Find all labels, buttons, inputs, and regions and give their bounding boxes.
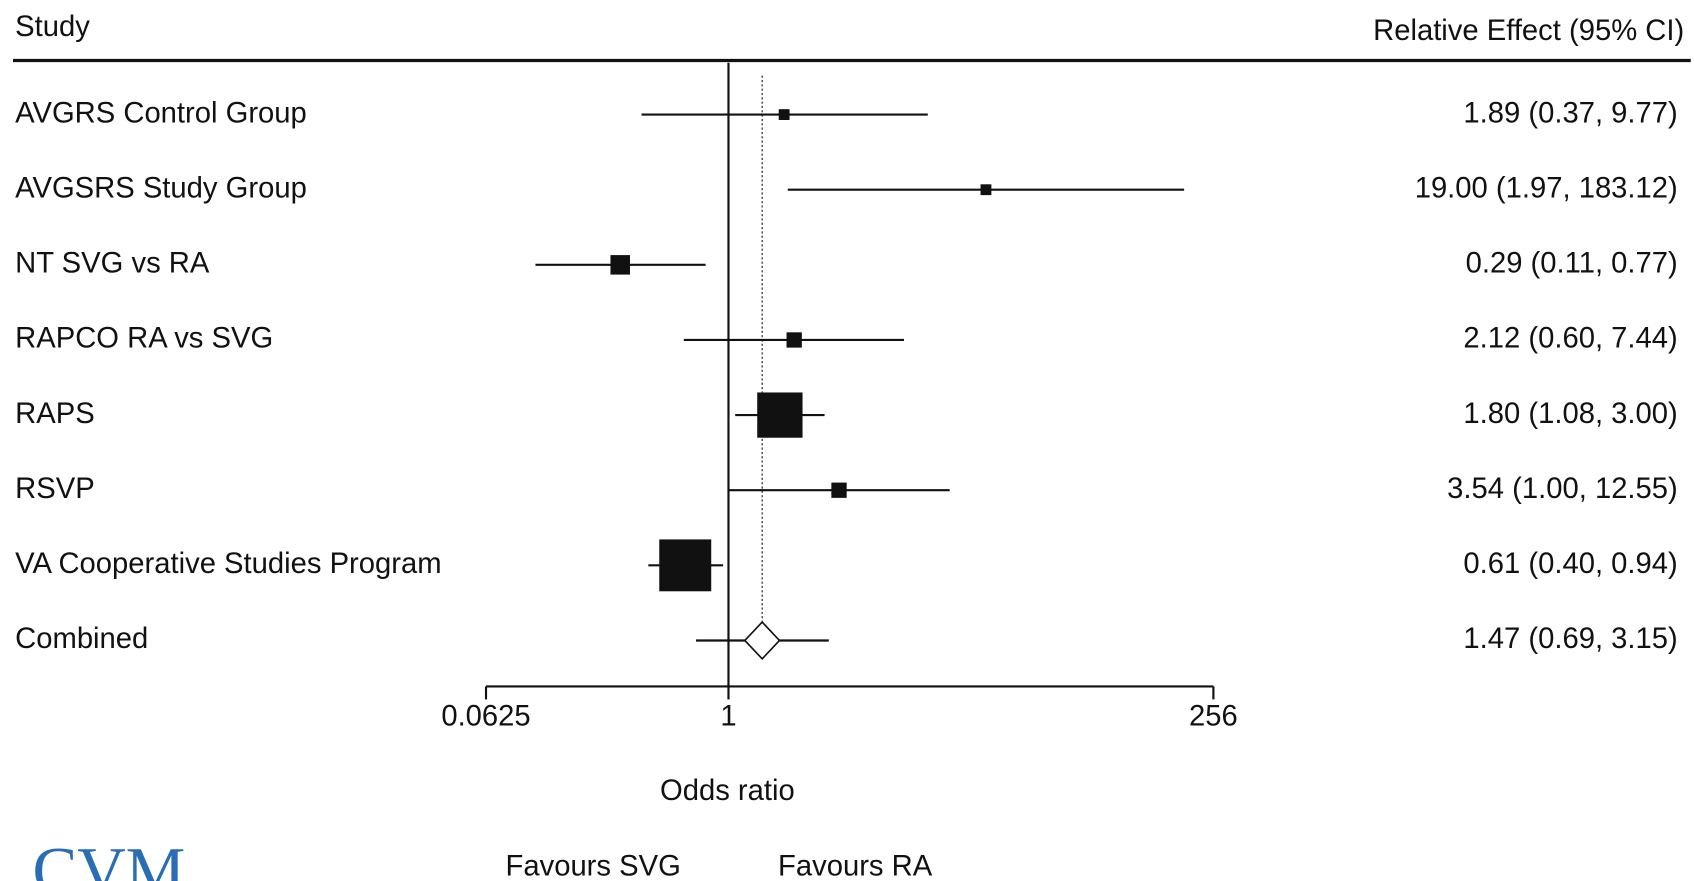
effect-label: 3.54 (1.00, 12.55) — [1447, 473, 1678, 505]
effect-box — [659, 539, 712, 592]
effect-label: 1.47 (0.69, 3.15) — [1463, 623, 1677, 655]
x-axis-label: Odds ratio — [660, 775, 795, 807]
study-label: RSVP — [15, 473, 95, 505]
x-tick-label: 256 — [1189, 701, 1238, 733]
favours-left: Favours SVG — [506, 851, 681, 881]
header-left: Study — [15, 11, 90, 43]
logo: CVM — [32, 833, 185, 881]
study-label: NT SVG vs RA — [15, 248, 210, 280]
effect-label: 0.29 (0.11, 0.77) — [1466, 248, 1678, 280]
effect-box — [980, 184, 992, 196]
effect-label: 0.61 (0.40, 0.94) — [1463, 548, 1677, 580]
effect-label: 19.00 (1.97, 183.12) — [1415, 172, 1678, 204]
study-label: RAPCO RA vs SVG — [15, 323, 273, 355]
effect-label: 1.80 (1.08, 3.00) — [1463, 398, 1677, 430]
effect-label: 2.12 (0.60, 7.44) — [1463, 323, 1677, 355]
study-label: VA Cooperative Studies Program — [15, 548, 441, 580]
study-label: RAPS — [15, 398, 95, 430]
favours-right: Favours RA — [778, 851, 933, 881]
effect-label: 1.89 (0.37, 9.77) — [1463, 97, 1677, 129]
effect-box — [757, 392, 803, 438]
study-label: Combined — [15, 623, 148, 655]
x-tick-label: 1 — [720, 701, 736, 733]
effect-box — [831, 482, 847, 498]
header-right: Relative Effect (95% CI) — [1373, 15, 1684, 47]
effect-box — [778, 109, 790, 120]
x-tick-label: 0.0625 — [441, 701, 530, 733]
effect-box — [786, 332, 802, 348]
study-label: AVGRS Control Group — [15, 97, 307, 129]
combined-diamond — [743, 620, 781, 661]
study-label: AVGSRS Study Group — [15, 172, 307, 204]
effect-box — [610, 255, 630, 275]
